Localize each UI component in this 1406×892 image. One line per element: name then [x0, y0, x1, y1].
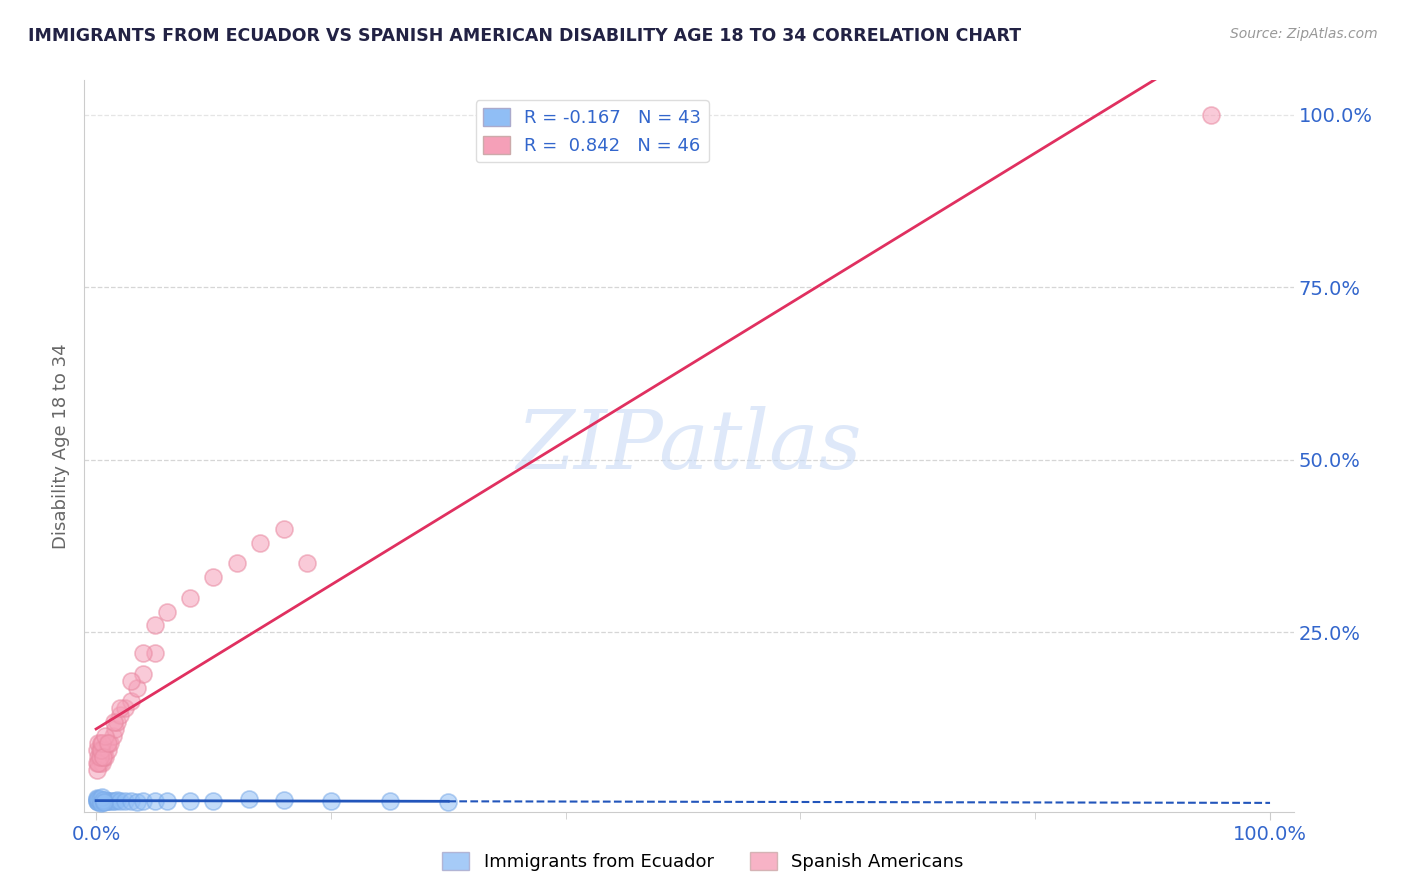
Point	[249, 535, 271, 549]
Point	[202, 794, 225, 808]
Point	[86, 794, 108, 808]
Point	[91, 794, 114, 808]
Point	[94, 793, 117, 807]
Point	[91, 790, 114, 805]
Point	[89, 756, 111, 771]
Point	[90, 742, 112, 756]
Point	[94, 729, 117, 743]
Point	[103, 714, 125, 729]
Point	[89, 742, 111, 756]
Point	[101, 729, 124, 743]
Point	[114, 794, 136, 808]
Point	[226, 557, 249, 571]
Point	[179, 794, 201, 808]
Point	[127, 681, 149, 695]
Point	[87, 749, 110, 764]
Point	[97, 736, 120, 750]
Point	[91, 793, 114, 807]
Point	[89, 793, 111, 807]
Text: ZIPatlas: ZIPatlas	[516, 406, 862, 486]
Point	[86, 756, 108, 771]
Point	[89, 749, 111, 764]
Point	[91, 794, 114, 808]
Point	[91, 742, 114, 756]
Point	[86, 764, 108, 778]
Text: Source: ZipAtlas.com: Source: ZipAtlas.com	[1230, 27, 1378, 41]
Point	[87, 794, 110, 808]
Legend: R = -0.167   N = 43, R =  0.842   N = 46: R = -0.167 N = 43, R = 0.842 N = 46	[475, 100, 709, 162]
Point	[132, 646, 155, 660]
Point	[179, 591, 201, 605]
Point	[96, 794, 118, 808]
Point	[89, 792, 111, 806]
Point	[91, 736, 114, 750]
Point	[120, 673, 142, 688]
Point	[108, 701, 131, 715]
Point	[91, 749, 114, 764]
Point	[143, 618, 166, 632]
Point	[273, 522, 295, 536]
Point	[108, 794, 131, 808]
Point	[155, 794, 177, 808]
Point	[91, 795, 114, 809]
Point	[114, 701, 136, 715]
Point	[89, 794, 111, 808]
Point	[101, 794, 124, 808]
Point	[87, 795, 110, 809]
Point	[90, 794, 112, 808]
Point	[155, 605, 177, 619]
Point	[202, 570, 225, 584]
Point	[108, 708, 131, 723]
Point	[93, 742, 115, 756]
Point	[378, 794, 401, 808]
Point	[86, 791, 108, 805]
Point	[89, 794, 111, 808]
Point	[120, 794, 142, 808]
Point	[86, 794, 108, 808]
Point	[94, 749, 117, 764]
Point	[97, 742, 120, 756]
Point	[86, 742, 108, 756]
Point	[143, 794, 166, 808]
Point	[143, 646, 166, 660]
Point	[87, 736, 110, 750]
Point	[132, 794, 155, 808]
Point	[90, 793, 112, 807]
Point	[120, 694, 142, 708]
Point	[87, 794, 110, 808]
Point	[90, 736, 112, 750]
Point	[91, 749, 114, 764]
Point	[86, 792, 108, 806]
Point	[87, 756, 110, 771]
Point	[104, 794, 127, 808]
Point	[97, 794, 120, 808]
Point	[132, 666, 155, 681]
Point	[98, 794, 121, 808]
Point	[93, 795, 115, 809]
Text: IMMIGRANTS FROM ECUADOR VS SPANISH AMERICAN DISABILITY AGE 18 TO 34 CORRELATION : IMMIGRANTS FROM ECUADOR VS SPANISH AMERI…	[28, 27, 1021, 45]
Point	[87, 791, 110, 805]
Point	[90, 749, 112, 764]
Point	[93, 794, 115, 808]
Point	[319, 794, 342, 808]
Point	[238, 792, 260, 806]
Point	[437, 795, 460, 809]
Point	[96, 736, 118, 750]
Point	[90, 796, 112, 810]
Point	[91, 756, 114, 771]
Y-axis label: Disability Age 18 to 34: Disability Age 18 to 34	[52, 343, 70, 549]
Point	[1201, 108, 1223, 122]
Point	[273, 793, 295, 807]
Point	[105, 793, 128, 807]
Point	[105, 714, 128, 729]
Point	[127, 795, 149, 809]
Point	[104, 722, 127, 736]
Legend: Immigrants from Ecuador, Spanish Americans: Immigrants from Ecuador, Spanish America…	[434, 845, 972, 879]
Point	[98, 736, 121, 750]
Point	[297, 557, 319, 571]
